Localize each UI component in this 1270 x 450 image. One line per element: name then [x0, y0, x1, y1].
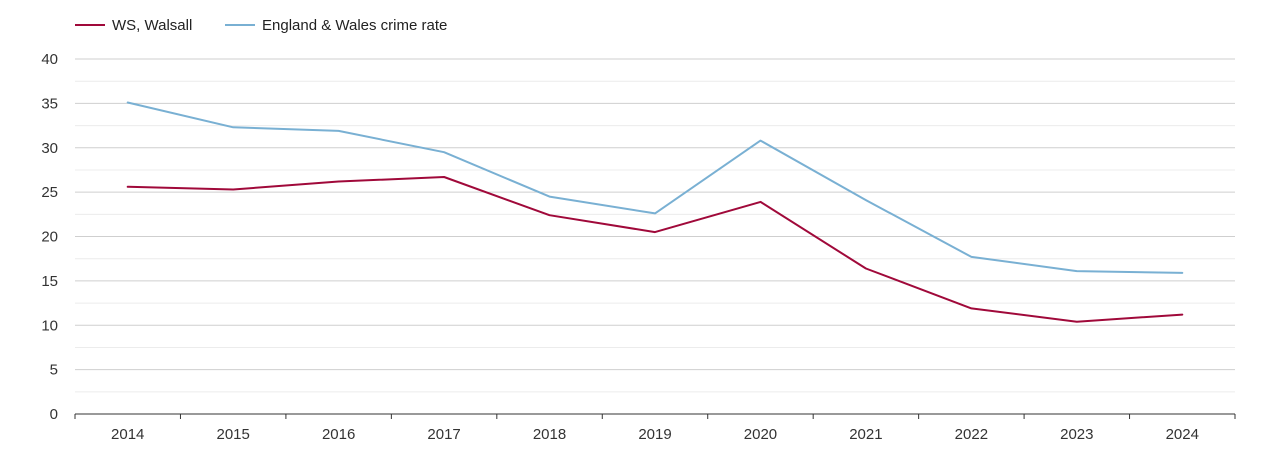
x-tick-label: 2017: [427, 426, 460, 443]
x-tick-label: 2016: [322, 426, 355, 443]
x-tick-label: 2019: [638, 426, 671, 443]
y-tick-label: 0: [50, 406, 58, 423]
x-tick-label: 2024: [1166, 426, 1199, 443]
y-tick-label: 25: [41, 184, 58, 201]
legend-label-ws-walsall: WS, Walsall: [112, 17, 192, 34]
y-tick-label: 40: [41, 51, 58, 68]
y-tick-label: 15: [41, 273, 58, 290]
x-tick-label: 2018: [533, 426, 566, 443]
x-tick-label: 2023: [1060, 426, 1093, 443]
y-tick-label: 35: [41, 95, 58, 112]
series-line-ws-walsall: [126, 176, 1184, 323]
y-tick-label: 20: [41, 229, 58, 246]
series-lines: [126, 101, 1184, 323]
series-line-england-wales-crime-rate: [126, 101, 1184, 274]
legend-label-england-wales: England & Wales crime rate: [262, 17, 447, 34]
y-axis-ticks: 0 5 10 15 20 25 30 35 40: [41, 51, 58, 423]
grid: [75, 58, 1235, 393]
x-tick-label: 2021: [849, 426, 882, 443]
y-tick-label: 30: [41, 140, 58, 157]
x-axis: 2014 2015 2016 2017 2018 2019 2020 2021 2022 2023…: [74, 413, 1236, 443]
y-tick-label: 10: [41, 317, 58, 334]
x-tick-label: 2022: [955, 426, 988, 443]
x-tick-label: 2014: [111, 426, 144, 443]
x-tick-label: 2015: [216, 426, 249, 443]
legend: WS, Walsall England & Wales crime rate: [75, 17, 447, 34]
y-tick-label: 5: [50, 362, 58, 379]
x-tick-label: 2020: [744, 426, 777, 443]
